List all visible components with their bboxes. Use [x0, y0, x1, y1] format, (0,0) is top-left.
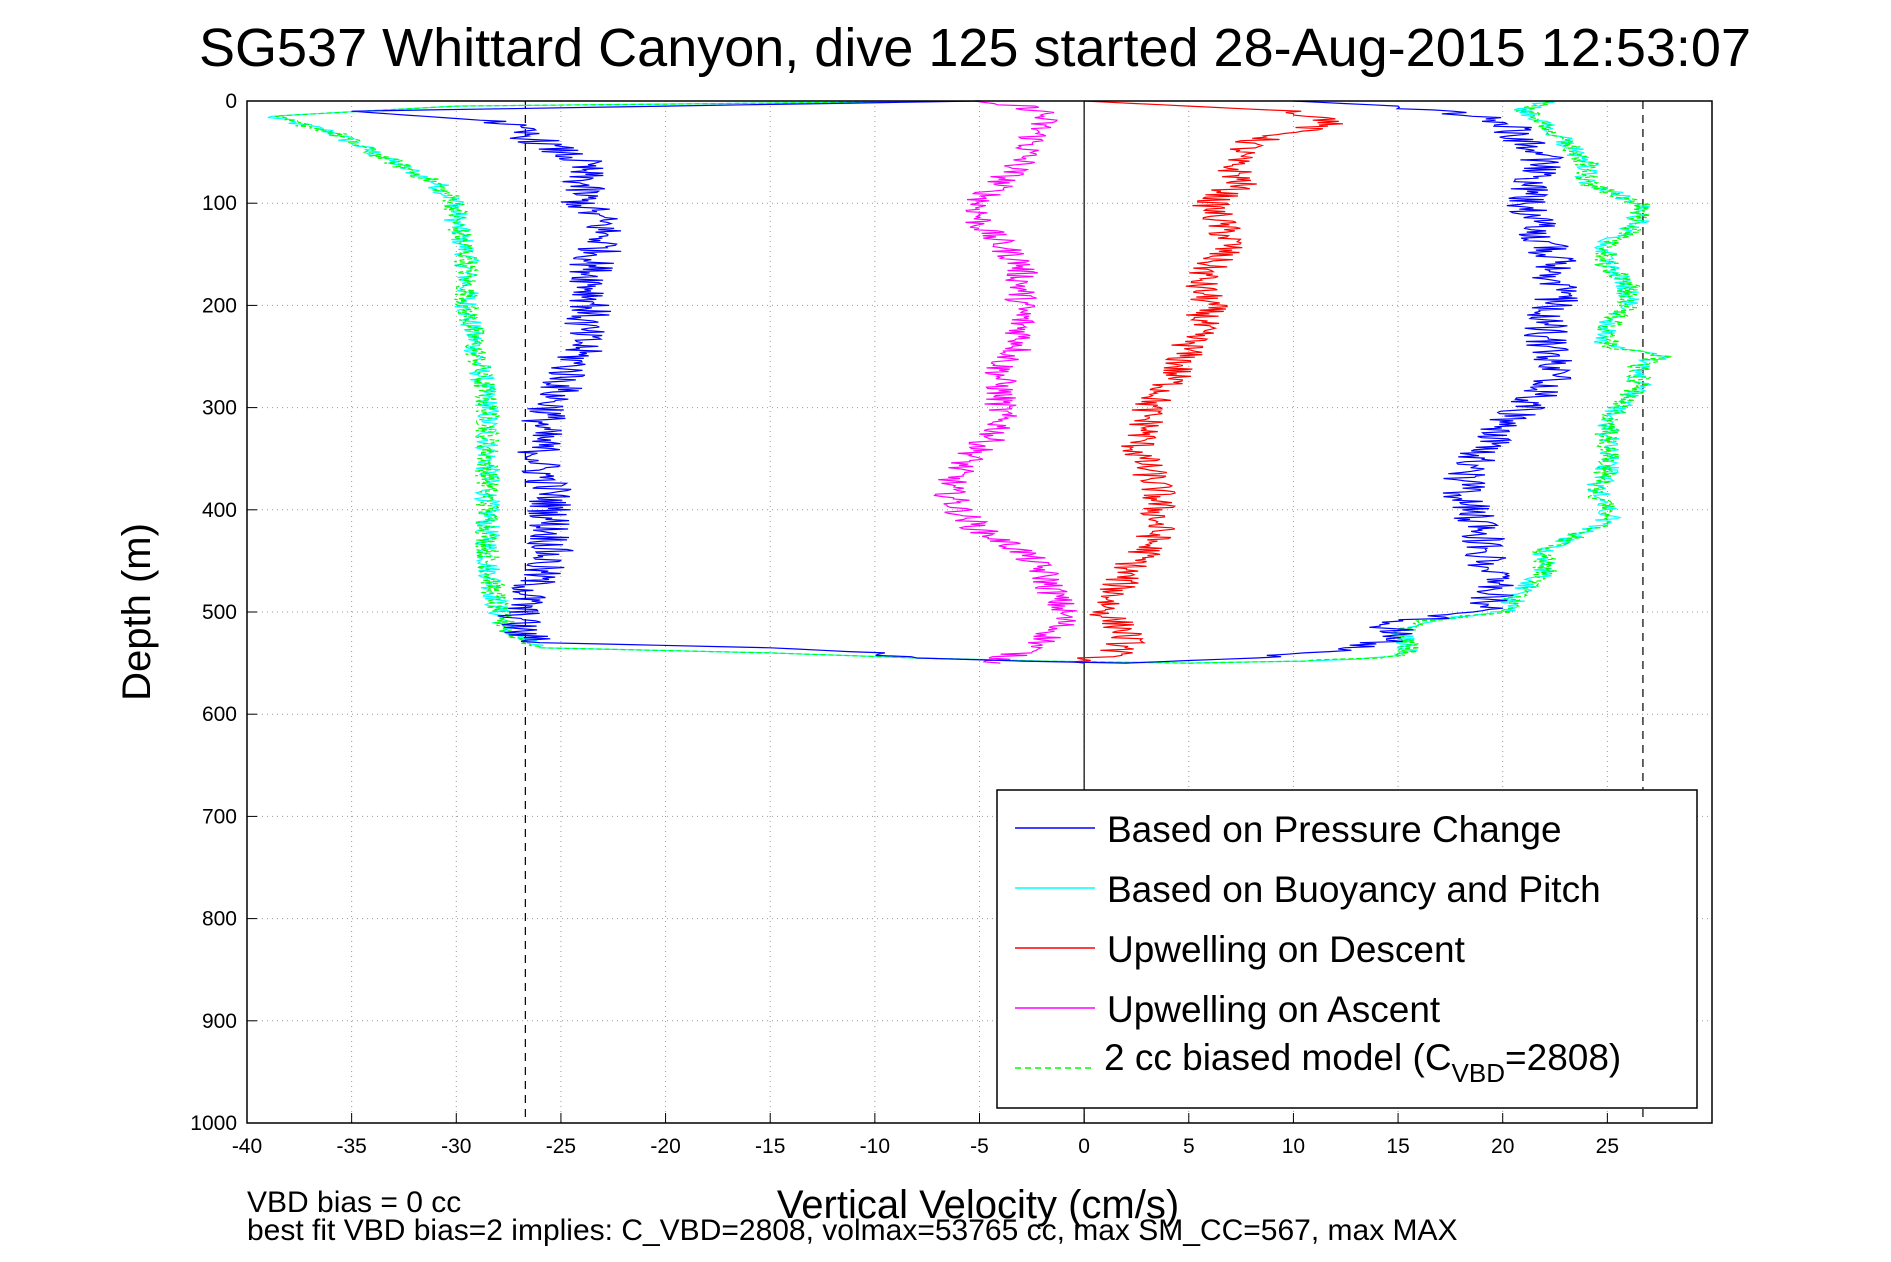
legend-label-model-sub: VBD	[1452, 1058, 1505, 1088]
y-tick-label: 500	[202, 601, 237, 624]
series-line-2	[1072, 100, 1344, 664]
legend-box	[996, 789, 1698, 1109]
x-tick-label: 20	[1491, 1135, 1514, 1158]
x-tick-label: -40	[232, 1135, 262, 1158]
chart-title: SG537 Whittard Canyon, dive 125 started …	[199, 18, 1751, 78]
x-tick-label: -10	[860, 1135, 890, 1158]
x-tick-label: 15	[1386, 1135, 1409, 1158]
y-tick-label: 700	[202, 805, 237, 828]
x-tick-label: 25	[1596, 1135, 1619, 1158]
series-line-0	[351, 100, 1578, 664]
y-tick-label: 1000	[190, 1112, 237, 1135]
footnote-best-fit: best fit VBD bias=2 implies: C_VBD=2808,…	[247, 1214, 1458, 1247]
y-tick-label: 600	[202, 703, 237, 726]
y-axis-label: Depth (m)	[115, 523, 159, 701]
x-tick-label: 5	[1183, 1135, 1195, 1158]
x-tick-label: 0	[1078, 1135, 1090, 1158]
legend-label-descent: Upwelling on Descent	[1107, 929, 1466, 970]
x-tick-label: -35	[336, 1135, 366, 1158]
x-tick-label: -5	[970, 1135, 989, 1158]
legend-label-model-end: =2808)	[1505, 1037, 1621, 1078]
x-tick-label: -15	[755, 1135, 785, 1158]
x-tick-labels: -40 -35 -30 -25 -20 -15 -10 -5 0 5 10 15 20 25	[232, 1135, 1619, 1158]
legend-label-buoyancy: Based on Buoyancy and Pitch	[1107, 869, 1601, 910]
footnote-bias: VBD bias = 0 cc	[247, 1186, 461, 1219]
y-tick-label: 300	[202, 397, 237, 420]
series-group	[267, 100, 1673, 664]
legend-label-ascent: Upwelling on Ascent	[1107, 989, 1441, 1030]
y-tick-label: 800	[202, 908, 237, 931]
x-axis-label: Vertical Velocity (cm/s)	[777, 1183, 1179, 1227]
y-tick-label: 900	[202, 1010, 237, 1033]
series-line-3	[933, 100, 1078, 664]
y-tick-label: 200	[202, 294, 237, 317]
y-tick-labels: 0 100 200 300 400 500 600 700 800 900 1000	[190, 90, 237, 1135]
x-tick-label: -20	[650, 1135, 680, 1158]
y-tick-label: 100	[202, 192, 237, 215]
y-tick-label: 400	[202, 499, 237, 522]
x-tick-label: -30	[441, 1135, 471, 1158]
x-tick-label: 10	[1282, 1135, 1305, 1158]
series-line-4	[274, 100, 1673, 664]
legend-label-pressure: Based on Pressure Change	[1107, 809, 1562, 850]
plot-frame	[246, 100, 1713, 1124]
legend: Based on Pressure Change Based on Buoyan…	[996, 789, 1698, 1109]
x-tick-label: -25	[546, 1135, 576, 1158]
y-tick-label: 0	[225, 90, 237, 113]
legend-label-model: 2 cc biased model (CVBD=2808)	[1104, 1037, 1621, 1088]
legend-label-model-main: 2 cc biased model (C	[1104, 1037, 1452, 1078]
